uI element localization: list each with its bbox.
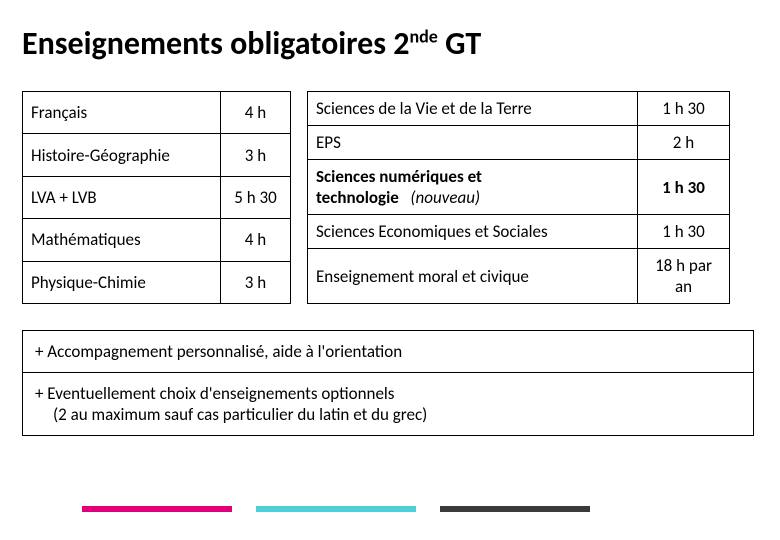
hours-cell: 4 h	[221, 92, 291, 134]
table-row: Physique-Chimie3 h	[23, 261, 291, 303]
subject-cell: Sciences de la Vie et de la Terre	[308, 92, 638, 126]
subject-cell: Sciences numériques et technologie (nouv…	[308, 160, 638, 215]
subject-note: (nouveau)	[410, 187, 480, 208]
hours-cell: 1 h 30	[638, 160, 730, 215]
note-text: + Eventuellement choix d'enseignements o…	[35, 383, 394, 404]
right-table: Sciences de la Vie et de la Terre1 h 30E…	[307, 91, 730, 304]
note-cell: + Eventuellement choix d'enseignements o…	[23, 373, 754, 436]
subject-cell: EPS	[308, 126, 638, 160]
table-row: Sciences de la Vie et de la Terre1 h 30	[308, 92, 730, 126]
table-row: Sciences Economiques et Sociales1 h 30	[308, 215, 730, 249]
title-suffix: GT	[438, 24, 481, 63]
note-subtext: (2 au maximum sauf cas particulier du la…	[35, 404, 741, 425]
subject-cell: Mathématiques	[23, 219, 221, 261]
color-stripe	[82, 506, 590, 512]
hours-cell: 5 h 30	[221, 176, 291, 218]
hours-cell: 2 h	[638, 126, 730, 160]
subject-cell: LVA + LVB	[23, 176, 221, 218]
note-cell: + Accompagnement personnalisé, aide à l'…	[23, 331, 754, 373]
table-row: Histoire-Géographie3 h	[23, 134, 291, 176]
right-table-body: Sciences de la Vie et de la Terre1 h 30E…	[308, 92, 730, 304]
stripe-segment	[256, 506, 416, 512]
table-row: Français4 h	[23, 92, 291, 134]
table-row: LVA + LVB5 h 30	[23, 176, 291, 218]
hours-cell: 1 h 30	[638, 92, 730, 126]
stripe-segment	[82, 506, 232, 512]
subject-cell: Français	[23, 92, 221, 134]
subject-cell: Histoire-Géographie	[23, 134, 221, 176]
table-row: Mathématiques4 h	[23, 219, 291, 261]
hours-cell: 3 h	[221, 261, 291, 303]
hours-cell: 3 h	[221, 134, 291, 176]
subject-cell: Enseignement moral et civique	[308, 249, 638, 304]
left-table-body: Français4 hHistoire-Géographie3 hLVA + L…	[23, 92, 291, 304]
title-prefix: Enseignements obligatoires 2	[22, 24, 409, 63]
notes-table: + Accompagnement personnalisé, aide à l'…	[22, 330, 754, 436]
table-row: Enseignement moral et civique18 h par an	[308, 249, 730, 304]
tables-row: Français4 hHistoire-Géographie3 hLVA + L…	[22, 91, 758, 304]
subject-cell: Sciences Economiques et Sociales	[308, 215, 638, 249]
page-title: Enseignements obligatoires 2nde GT	[22, 24, 758, 63]
hours-cell: 18 h par an	[638, 249, 730, 304]
table-row: + Accompagnement personnalisé, aide à l'…	[23, 331, 754, 373]
title-sup: nde	[409, 25, 437, 47]
subject-cell: Physique-Chimie	[23, 261, 221, 303]
left-table: Français4 hHistoire-Géographie3 hLVA + L…	[22, 91, 291, 304]
table-row: EPS2 h	[308, 126, 730, 160]
table-row: Sciences numériques et technologie (nouv…	[308, 160, 730, 215]
stripe-segment	[440, 506, 590, 512]
table-row: + Eventuellement choix d'enseignements o…	[23, 373, 754, 436]
hours-cell: 4 h	[221, 219, 291, 261]
hours-cell: 1 h 30	[638, 215, 730, 249]
note-text: + Accompagnement personnalisé, aide à l'…	[35, 341, 402, 362]
